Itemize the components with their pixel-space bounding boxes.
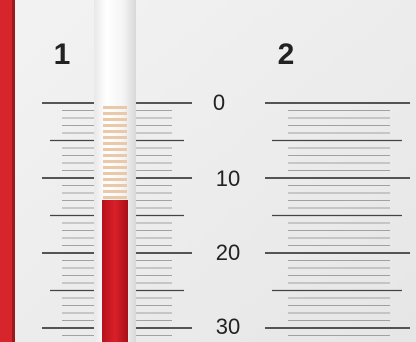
band bbox=[103, 124, 127, 127]
edge-shadow bbox=[12, 0, 15, 342]
scale-label: 10 bbox=[216, 166, 240, 191]
band bbox=[103, 148, 127, 151]
band bbox=[103, 130, 127, 133]
fluid bbox=[102, 200, 128, 342]
scale-label: 20 bbox=[216, 240, 240, 265]
band bbox=[103, 172, 127, 175]
band bbox=[103, 142, 127, 145]
band bbox=[103, 184, 127, 187]
red-edge bbox=[0, 0, 12, 342]
band bbox=[103, 136, 127, 139]
band bbox=[103, 106, 127, 109]
band bbox=[103, 112, 127, 115]
band bbox=[103, 196, 127, 199]
band bbox=[103, 166, 127, 169]
column-label: 2 bbox=[278, 38, 295, 71]
band bbox=[103, 154, 127, 157]
band bbox=[103, 160, 127, 163]
column-label: 1 bbox=[54, 38, 71, 71]
photo: 1 2 0 10 20 30 bbox=[0, 0, 416, 342]
band bbox=[103, 178, 127, 181]
scale-label: 0 bbox=[213, 90, 225, 115]
band bbox=[103, 118, 127, 121]
scale-label: 30 bbox=[216, 314, 240, 339]
band bbox=[103, 190, 127, 193]
